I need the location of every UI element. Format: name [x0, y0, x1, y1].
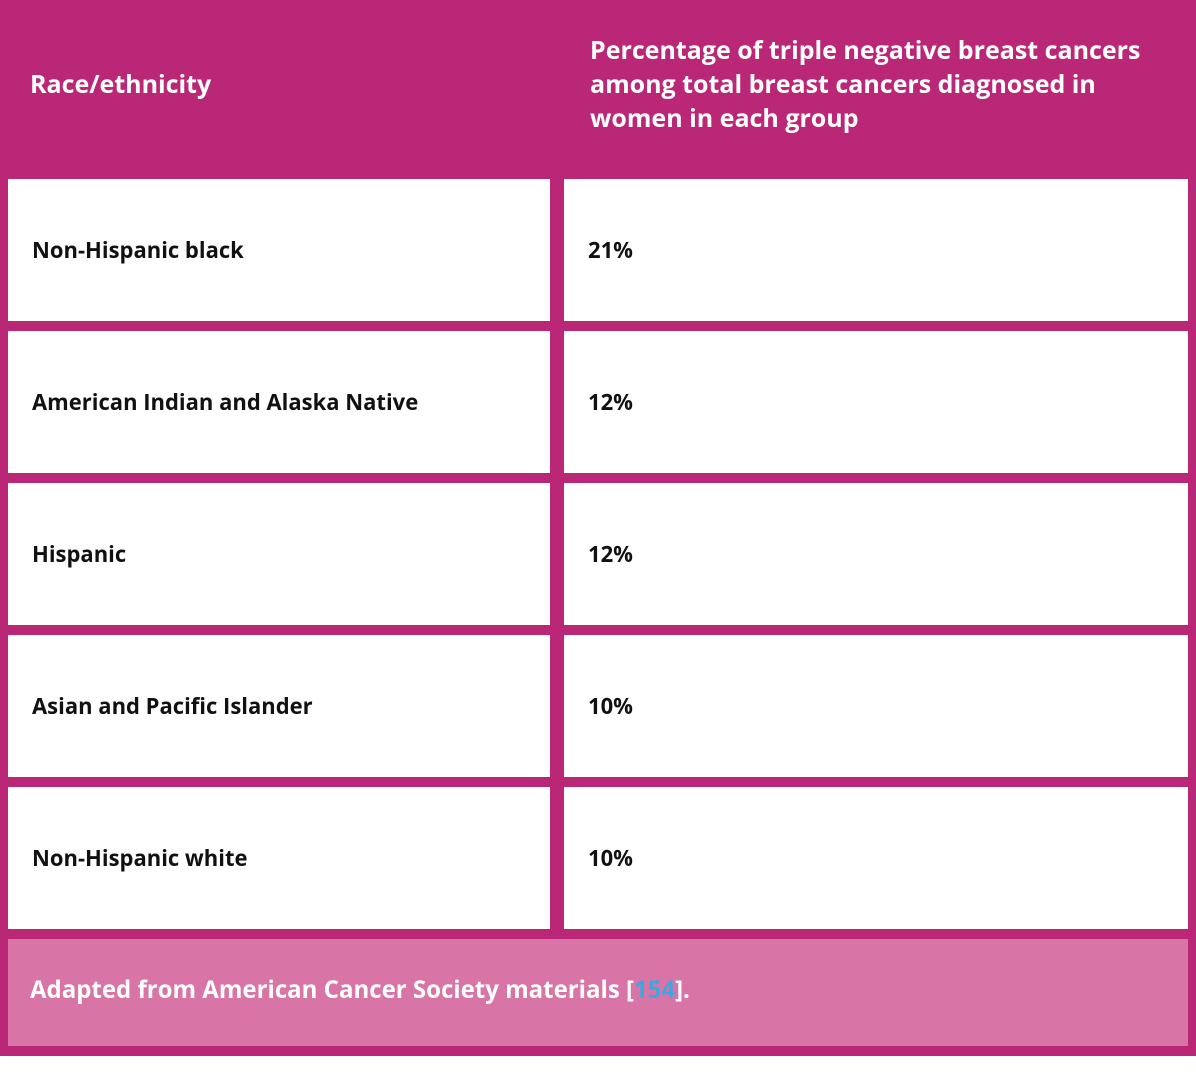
table-row: American Indian and Alaska Native 12%: [8, 331, 1188, 473]
data-table: Race/ethnicity Percentage of triple nega…: [0, 0, 1196, 1056]
table-row: Hispanic 12%: [8, 483, 1188, 625]
footer-text-suffix: ].: [675, 973, 690, 1006]
footer-text-prefix: Adapted from American Cancer Society mat…: [30, 973, 634, 1006]
table-footer: Adapted from American Cancer Society mat…: [8, 939, 1188, 1046]
table-header-row: Race/ethnicity Percentage of triple nega…: [0, 0, 1196, 179]
cell-percentage: 21%: [564, 179, 1188, 321]
table-row: Non-Hispanic white 10%: [8, 787, 1188, 929]
cell-race: Hispanic: [8, 483, 550, 625]
table-row: Non-Hispanic black 21%: [8, 179, 1188, 321]
citation-link[interactable]: 154: [634, 973, 675, 1006]
table-row: Asian and Pacific Islander 10%: [8, 635, 1188, 777]
cell-percentage: 10%: [564, 635, 1188, 777]
cell-race: Asian and Pacific Islander: [8, 635, 550, 777]
cell-percentage: 12%: [564, 331, 1188, 473]
cell-percentage: 10%: [564, 787, 1188, 929]
cell-race: Non-Hispanic white: [8, 787, 550, 929]
cell-race: American Indian and Alaska Native: [8, 331, 550, 473]
column-header-percentage: Percentage of triple negative breast can…: [560, 0, 1196, 179]
cell-percentage: 12%: [564, 483, 1188, 625]
cell-race: Non-Hispanic black: [8, 179, 550, 321]
column-header-race: Race/ethnicity: [0, 0, 560, 179]
